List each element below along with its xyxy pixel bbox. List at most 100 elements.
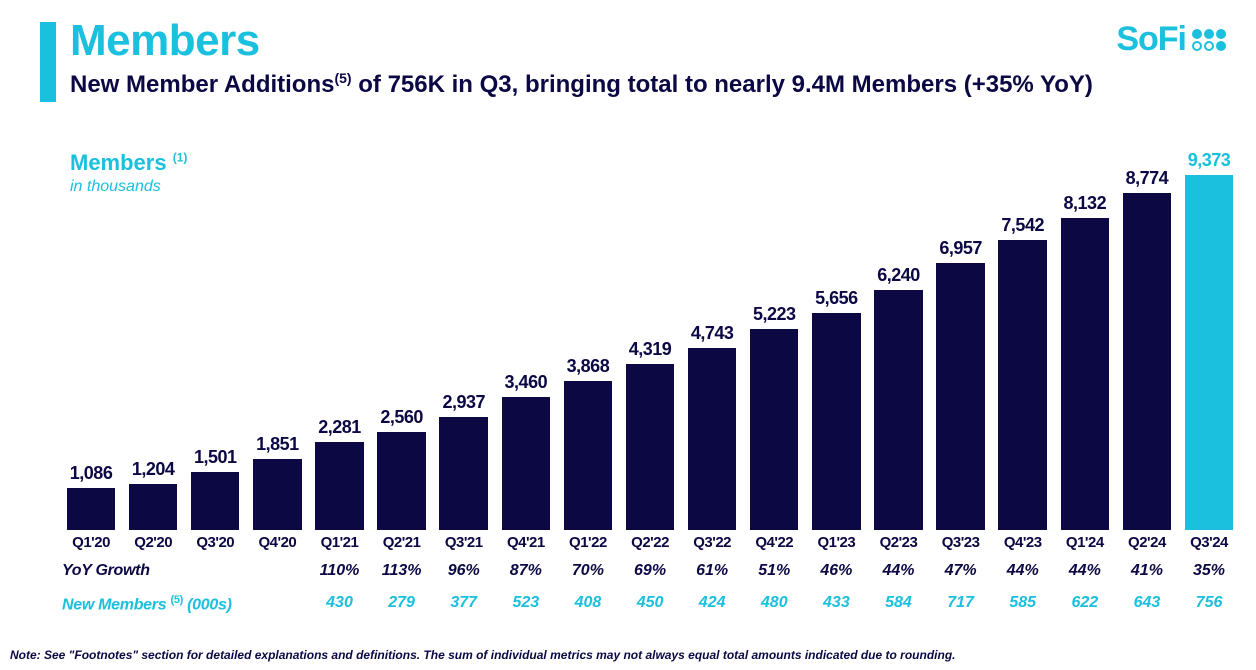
dot-icon [1204, 29, 1214, 39]
yoy-cell: 110% [308, 562, 370, 580]
new-members-cell: 523 [495, 594, 557, 612]
bar [750, 329, 798, 530]
bar [1123, 193, 1171, 530]
x-axis-label: Q3'23 [930, 534, 992, 551]
x-axis: Q1'20Q2'20Q3'20Q4'20Q1'21Q2'21Q3'21Q4'21… [60, 534, 1240, 551]
x-axis-label: Q3'22 [681, 534, 743, 551]
x-axis-label: Q4'20 [246, 534, 308, 551]
bar [812, 313, 860, 530]
bar [67, 488, 115, 530]
new-members-cell: 424 [681, 594, 743, 612]
bar-column: 7,542 [992, 150, 1054, 530]
x-axis-label: Q1'21 [308, 534, 370, 551]
x-axis-label: Q1'22 [557, 534, 619, 551]
bar-value-label: 2,281 [318, 417, 361, 438]
new-members-cell: 756 [1178, 594, 1240, 612]
x-axis-label: Q2'21 [371, 534, 433, 551]
members-bar-chart: 1,0861,2041,5011,8512,2812,5602,9373,460… [60, 150, 1240, 530]
subtitle-pre: New Member Additions [70, 71, 334, 98]
new-members-cell: 377 [433, 594, 495, 612]
bar-column: 2,560 [371, 150, 433, 530]
bar-column: 9,373 [1178, 150, 1240, 530]
new-members-cell [184, 594, 246, 612]
bar-value-label: 1,204 [132, 459, 175, 480]
x-axis-label: Q2'24 [1116, 534, 1178, 551]
x-axis-label: Q2'22 [619, 534, 681, 551]
bar-value-label: 4,743 [691, 323, 734, 344]
yoy-cell: 44% [992, 562, 1054, 580]
bar-column: 4,743 [681, 150, 743, 530]
bar [377, 432, 425, 530]
bar [315, 442, 363, 530]
yoy-cell: 70% [557, 562, 619, 580]
yoy-cell [246, 562, 308, 580]
dot-icon [1192, 29, 1202, 39]
yoy-cell: 44% [867, 562, 929, 580]
yoy-cell: 51% [743, 562, 805, 580]
bar-column: 4,319 [619, 150, 681, 530]
new-members-cell: 622 [1054, 594, 1116, 612]
bar [1185, 175, 1233, 530]
x-axis-label: Q2'23 [867, 534, 929, 551]
bar-value-label: 5,656 [815, 288, 858, 309]
bar-column: 6,957 [930, 150, 992, 530]
x-axis-label: Q4'21 [495, 534, 557, 551]
new-members-cell: 433 [805, 594, 867, 612]
yoy-cell: 69% [619, 562, 681, 580]
bar-column: 3,868 [557, 150, 619, 530]
bar [191, 472, 239, 530]
bar-column: 3,460 [495, 150, 557, 530]
yoy-cell [122, 562, 184, 580]
yoy-cell: 61% [681, 562, 743, 580]
new-members-cell: 450 [619, 594, 681, 612]
yoy-cell: 35% [1178, 562, 1240, 580]
bar-value-label: 1,851 [256, 434, 299, 455]
page-title: Members [70, 16, 260, 66]
yoy-cell: 113% [371, 562, 433, 580]
yoy-cell [184, 562, 246, 580]
bar-column: 8,132 [1054, 150, 1116, 530]
bar-value-label: 1,086 [70, 463, 113, 484]
bar-value-label: 9,373 [1188, 150, 1231, 171]
logo-dots-icon [1192, 29, 1226, 51]
footnote: Note: See "Footnotes" section for detail… [10, 648, 956, 662]
x-axis-label: Q3'20 [184, 534, 246, 551]
bar-column: 1,501 [184, 150, 246, 530]
bar-value-label: 6,240 [877, 265, 920, 286]
ring-icon [1204, 41, 1214, 51]
bar [129, 484, 177, 530]
x-axis-label: Q4'22 [743, 534, 805, 551]
bar-column: 2,281 [308, 150, 370, 530]
new-members-cell: 430 [308, 594, 370, 612]
slide: Members New Member Additions(5) of 756K … [0, 0, 1256, 670]
new-members-cell: 643 [1116, 594, 1178, 612]
new-members-cell [122, 594, 184, 612]
bar [936, 263, 984, 530]
x-axis-label: Q1'20 [60, 534, 122, 551]
bars-container: 1,0861,2041,5011,8512,2812,5602,9373,460… [60, 150, 1240, 530]
dot-icon [1216, 41, 1226, 51]
x-axis-label: Q3'21 [433, 534, 495, 551]
new-members-cell [60, 594, 122, 612]
bar-column: 5,656 [805, 150, 867, 530]
new-members-cell: 585 [992, 594, 1054, 612]
yoy-cell: 96% [433, 562, 495, 580]
new-members-cell: 717 [930, 594, 992, 612]
new-members-row: 4302793775234084504244804335847175856226… [60, 594, 1240, 612]
new-members-cell: 408 [557, 594, 619, 612]
new-members-cell: 279 [371, 594, 433, 612]
bar [439, 417, 487, 530]
accent-bar [40, 22, 56, 102]
ring-icon [1192, 41, 1202, 51]
new-members-cell: 584 [867, 594, 929, 612]
bar-column: 5,223 [743, 150, 805, 530]
bar [874, 290, 922, 530]
x-axis-label: Q4'23 [992, 534, 1054, 551]
new-members-cell: 480 [743, 594, 805, 612]
bar [1061, 218, 1109, 530]
dot-icon [1216, 29, 1226, 39]
yoy-cell: 41% [1116, 562, 1178, 580]
sofi-logo: SoFi [1116, 20, 1226, 59]
bar [998, 240, 1046, 530]
bar [626, 364, 674, 530]
